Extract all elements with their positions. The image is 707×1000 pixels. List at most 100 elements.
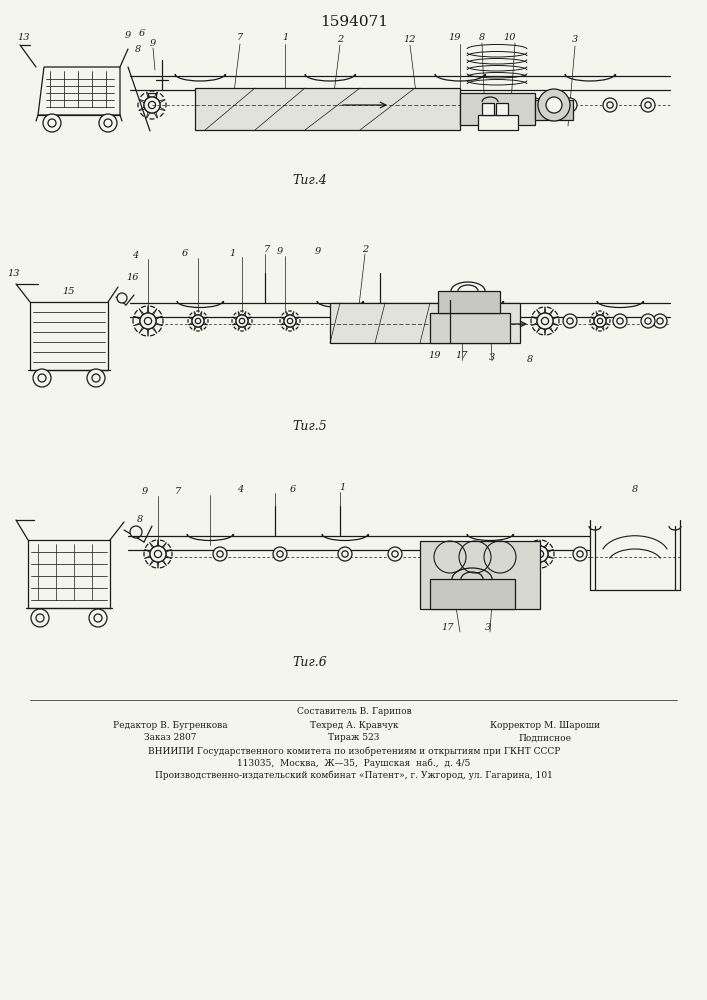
Circle shape: [89, 609, 107, 627]
Circle shape: [338, 547, 352, 561]
Text: 17: 17: [456, 352, 468, 360]
Circle shape: [48, 119, 56, 127]
Text: Техред А. Кравчук: Техред А. Кравчук: [310, 722, 398, 730]
Circle shape: [594, 315, 606, 327]
Text: 13: 13: [8, 269, 21, 278]
Circle shape: [573, 547, 587, 561]
Circle shape: [641, 98, 655, 112]
Circle shape: [567, 102, 573, 108]
Bar: [438, 291, 500, 313]
Text: 8: 8: [479, 32, 485, 41]
Text: 8: 8: [135, 44, 141, 53]
Text: Τиг.4: Τиг.4: [293, 174, 327, 186]
Circle shape: [287, 99, 293, 105]
Circle shape: [224, 96, 236, 108]
Circle shape: [383, 314, 397, 328]
Text: 6: 6: [182, 249, 188, 258]
Circle shape: [217, 551, 223, 557]
Text: Составитель В. Гарипов: Составитель В. Гарипов: [297, 708, 411, 716]
Bar: [478, 115, 518, 130]
Text: 1: 1: [339, 484, 345, 492]
Circle shape: [273, 547, 287, 561]
Circle shape: [38, 374, 46, 382]
Text: 4: 4: [237, 486, 243, 494]
Circle shape: [354, 96, 366, 108]
Text: 7: 7: [264, 245, 270, 254]
Text: 12: 12: [404, 34, 416, 43]
Circle shape: [277, 551, 283, 557]
Text: 113035,  Москва,  Ж—35,  Раушская  наб.,  д. 4/5: 113035, Москва, Ж—35, Раушская наб., д. …: [238, 758, 471, 768]
Circle shape: [140, 313, 156, 329]
Text: 9: 9: [277, 247, 283, 256]
Circle shape: [117, 293, 127, 303]
Circle shape: [528, 98, 542, 112]
Text: 1594071: 1594071: [320, 15, 388, 29]
Circle shape: [387, 318, 393, 324]
Circle shape: [43, 114, 61, 132]
Text: Τиг.6: Τиг.6: [293, 656, 327, 668]
Circle shape: [546, 97, 562, 113]
Text: Подписное: Подписное: [518, 734, 571, 742]
Circle shape: [227, 99, 233, 105]
Bar: [482, 103, 494, 115]
Circle shape: [424, 96, 436, 108]
Circle shape: [392, 551, 398, 557]
Circle shape: [87, 369, 105, 387]
Circle shape: [144, 97, 160, 113]
Polygon shape: [38, 67, 120, 115]
Circle shape: [563, 98, 577, 112]
Circle shape: [287, 318, 293, 324]
Circle shape: [577, 551, 583, 557]
Bar: [420, 541, 540, 609]
Circle shape: [641, 314, 655, 328]
Text: 8: 8: [137, 516, 143, 524]
Circle shape: [130, 526, 142, 538]
Circle shape: [532, 546, 548, 562]
Circle shape: [337, 318, 343, 324]
Circle shape: [150, 546, 166, 562]
Circle shape: [154, 550, 162, 558]
Text: 17: 17: [442, 624, 455, 633]
Circle shape: [284, 96, 296, 108]
Circle shape: [427, 99, 433, 105]
Circle shape: [563, 314, 577, 328]
Circle shape: [617, 318, 623, 324]
Circle shape: [594, 315, 606, 327]
Circle shape: [284, 315, 296, 327]
Circle shape: [94, 614, 102, 622]
Text: 6: 6: [290, 485, 296, 493]
Text: Производственно-издательский комбинат «Патент», г. Ужгород, ул. Гагарина, 101: Производственно-издательский комбинат «П…: [155, 770, 553, 780]
Circle shape: [503, 314, 517, 328]
Circle shape: [31, 609, 49, 627]
Text: 1: 1: [229, 248, 235, 257]
Circle shape: [236, 315, 248, 327]
Circle shape: [36, 614, 44, 622]
Bar: [430, 313, 510, 343]
Text: 16: 16: [127, 272, 139, 282]
Bar: [535, 100, 573, 120]
Circle shape: [447, 318, 453, 324]
Text: 7: 7: [237, 33, 243, 42]
Text: 10: 10: [504, 32, 516, 41]
Text: Корректор М. Шароши: Корректор М. Шароши: [490, 722, 600, 730]
Bar: [496, 103, 508, 115]
Circle shape: [645, 318, 651, 324]
Circle shape: [236, 315, 248, 327]
Circle shape: [213, 547, 227, 561]
Text: 3: 3: [489, 353, 495, 361]
Circle shape: [388, 547, 402, 561]
Circle shape: [537, 313, 553, 329]
Circle shape: [657, 318, 663, 324]
Circle shape: [284, 315, 296, 327]
Text: 3: 3: [572, 35, 578, 44]
Circle shape: [140, 313, 156, 329]
Circle shape: [645, 102, 651, 108]
Circle shape: [195, 318, 201, 324]
Circle shape: [148, 101, 156, 109]
Circle shape: [33, 369, 51, 387]
Text: 4: 4: [132, 250, 138, 259]
Circle shape: [613, 314, 627, 328]
Text: Редактор В. Бугренкова: Редактор В. Бугренкова: [112, 722, 228, 730]
Circle shape: [567, 318, 573, 324]
Circle shape: [653, 314, 667, 328]
